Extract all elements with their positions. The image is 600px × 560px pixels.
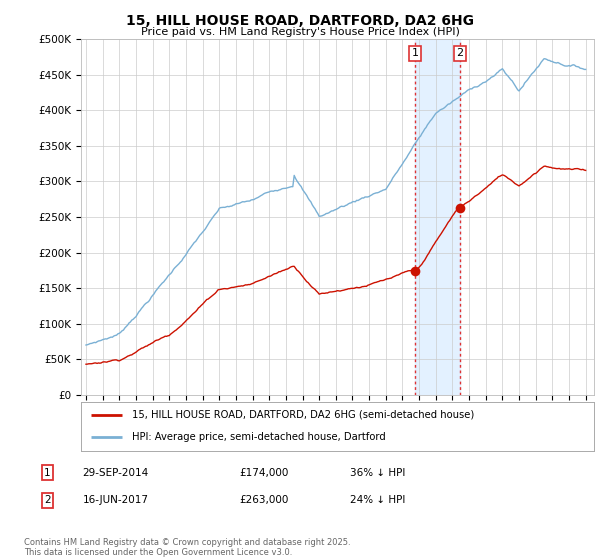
- Text: 2: 2: [457, 48, 464, 58]
- Text: 15, HILL HOUSE ROAD, DARTFORD, DA2 6HG (semi-detached house): 15, HILL HOUSE ROAD, DARTFORD, DA2 6HG (…: [133, 410, 475, 420]
- Text: 24% ↓ HPI: 24% ↓ HPI: [350, 496, 406, 505]
- Text: 1: 1: [412, 48, 418, 58]
- Text: 16-JUN-2017: 16-JUN-2017: [82, 496, 148, 505]
- Bar: [415, 39, 460, 395]
- Text: £263,000: £263,000: [240, 496, 289, 505]
- Text: 1: 1: [44, 468, 50, 478]
- Text: 2: 2: [44, 496, 50, 505]
- Text: HPI: Average price, semi-detached house, Dartford: HPI: Average price, semi-detached house,…: [133, 432, 386, 442]
- Text: 29-SEP-2014: 29-SEP-2014: [82, 468, 149, 478]
- Text: £174,000: £174,000: [240, 468, 289, 478]
- Text: Contains HM Land Registry data © Crown copyright and database right 2025.
This d: Contains HM Land Registry data © Crown c…: [24, 538, 350, 557]
- Text: 36% ↓ HPI: 36% ↓ HPI: [350, 468, 406, 478]
- Text: 15, HILL HOUSE ROAD, DARTFORD, DA2 6HG: 15, HILL HOUSE ROAD, DARTFORD, DA2 6HG: [126, 14, 474, 28]
- Text: Price paid vs. HM Land Registry's House Price Index (HPI): Price paid vs. HM Land Registry's House …: [140, 27, 460, 37]
